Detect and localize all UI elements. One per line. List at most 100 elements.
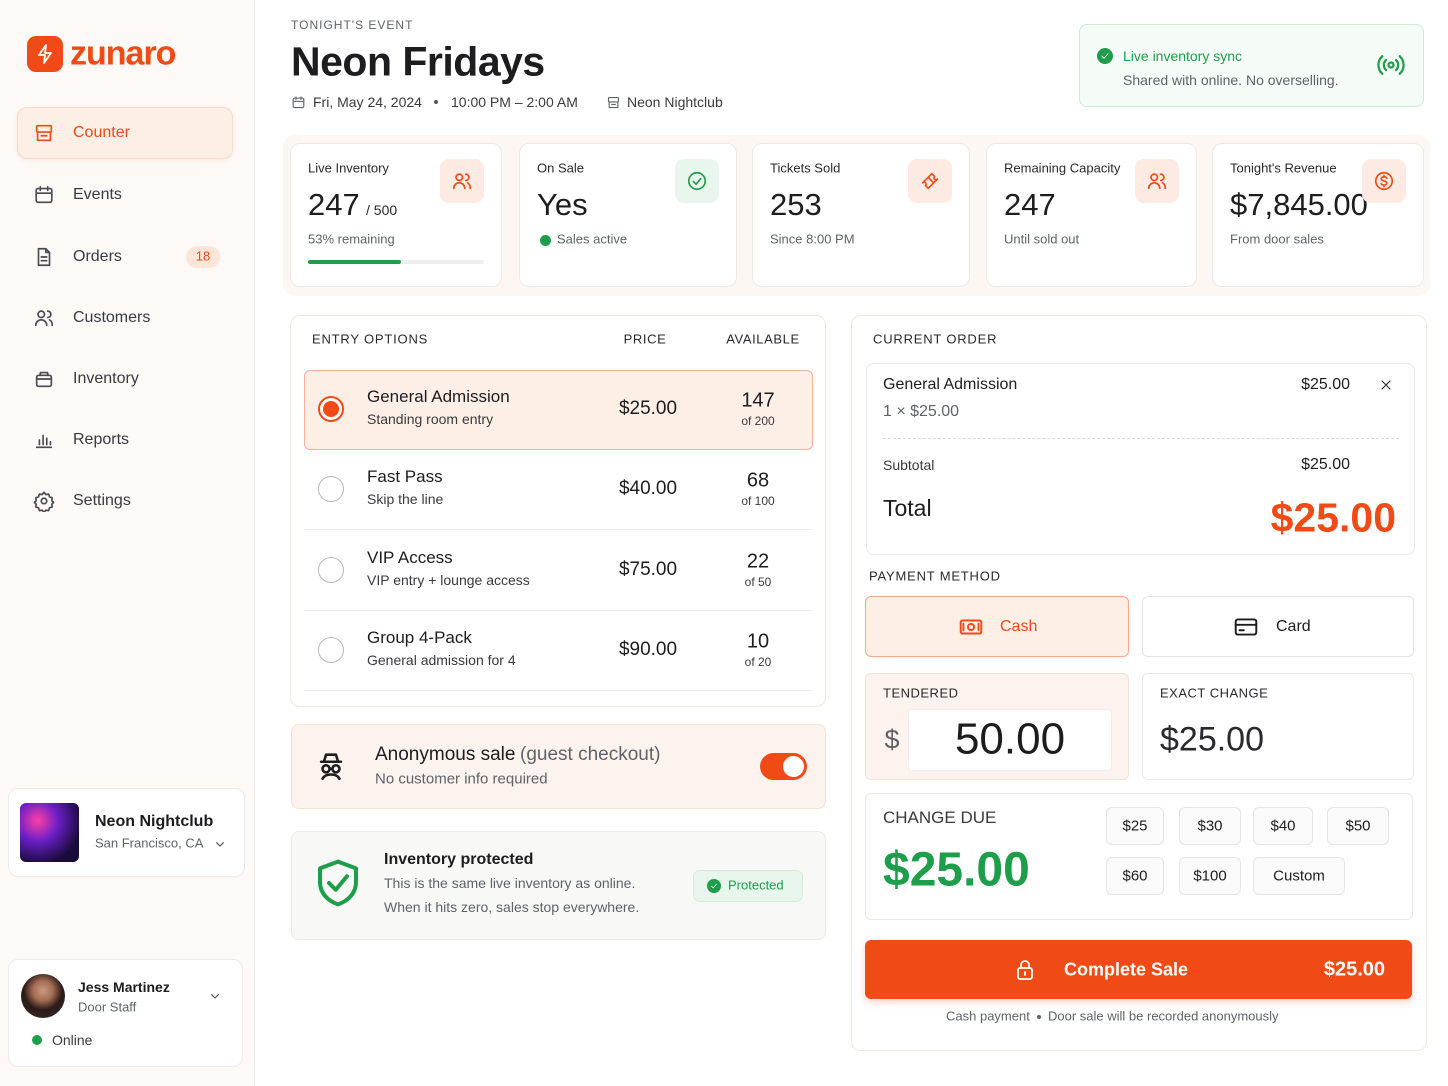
quick-amount[interactable] (1253, 807, 1313, 845)
payment-method[interactable] (865, 596, 1129, 657)
user-status: Online (52, 1031, 93, 1048)
stat-icon (452, 173, 472, 190)
payment-label: Cash (1000, 617, 1038, 635)
meta-dot (434, 100, 438, 104)
nav-icon (35, 434, 53, 449)
item-qty: 1 × $25.00 (883, 402, 960, 420)
quick-amount[interactable] (1253, 857, 1345, 895)
quick-amount-label: $30 (1197, 817, 1223, 835)
payment-method[interactable] (1142, 596, 1414, 657)
anonymous-box (291, 724, 826, 809)
entry-row[interactable] (304, 450, 813, 530)
quick-amount[interactable] (1106, 807, 1164, 845)
stat-value: 247 (1004, 187, 1056, 223)
nav-label: Inventory (73, 369, 139, 387)
stat-label: On Sale (537, 160, 584, 176)
entry-available: 22 (746, 550, 770, 573)
tendered-label: TENDERED (883, 685, 959, 701)
venue-card[interactable] (8, 788, 245, 877)
eyebrow: TONIGHT'S EVENT (291, 18, 414, 33)
protection-title: Inventory protected (384, 850, 534, 868)
sync-check-mark (1101, 53, 1109, 59)
anonymous-text: No customer info required (375, 770, 548, 788)
stat-note: From door sales (1230, 231, 1324, 247)
toggle-knob (783, 756, 804, 777)
entry-of: of 200 (741, 414, 775, 429)
nav-active-bg[interactable] (17, 107, 233, 159)
nav-icon (35, 371, 53, 388)
currency: $ (884, 724, 900, 755)
nav-badge-bg (186, 246, 220, 268)
available-header: AVAILABLE (726, 331, 800, 347)
quick-amount-label: $40 (1270, 817, 1296, 835)
quick-amount[interactable] (1179, 807, 1241, 845)
price-header: PRICE (623, 331, 667, 347)
radio-selected (318, 396, 344, 422)
stat-label: Tonight's Revenue (1230, 160, 1337, 176)
quick-amount-label: $25 (1122, 817, 1148, 835)
nav-icon (35, 124, 53, 142)
stat-icon-bg (908, 159, 952, 203)
stat-icon-bg (675, 159, 719, 203)
stat-note: Sales active (557, 231, 628, 247)
quick-amount-label: $50 (1345, 817, 1371, 835)
protected-dot (707, 879, 721, 893)
entry-price: $90.00 (618, 639, 678, 661)
change-value: $25.00 (883, 843, 1030, 897)
nav-badge: 18 (195, 248, 211, 264)
logo-glyph (38, 44, 52, 64)
stat-icon (921, 172, 939, 190)
stat-value: $7,845.00 (1230, 187, 1368, 223)
event-time: 10:00 PM – 2:00 AM (451, 93, 578, 110)
entry-available: 147 (741, 389, 775, 412)
venue-icon (607, 96, 619, 108)
exact-label: EXACT CHANGE (1160, 685, 1269, 701)
radio (318, 637, 344, 663)
stat-icon (1147, 173, 1167, 190)
stat-value: Yes (537, 187, 588, 223)
entry-row[interactable] (304, 370, 813, 450)
protected-label: Protected (728, 877, 784, 893)
entry-row[interactable] (304, 531, 813, 611)
entry-of: of 20 (744, 655, 772, 670)
entry-name: Fast Pass (367, 467, 443, 487)
entry-row[interactable] (304, 611, 813, 691)
venue-chevron (216, 842, 224, 847)
quick-amount[interactable] (1106, 857, 1164, 895)
nav-icon (35, 185, 53, 204)
total-value: $25.00 (1270, 494, 1396, 541)
quick-amount[interactable] (1179, 857, 1241, 895)
payment-label: Card (1276, 617, 1311, 635)
nav-label: Events (73, 185, 122, 203)
entry-available: 68 (746, 469, 770, 492)
nav-label: Reports (73, 430, 130, 448)
sidebar (0, 0, 255, 1086)
nav-label: Customers (73, 308, 151, 326)
order-box (866, 363, 1415, 555)
subtotal-value: $25.00 (1301, 455, 1350, 473)
radio-dot (323, 401, 339, 417)
tendered-input[interactable] (908, 709, 1112, 771)
user-role: Door Staff (78, 999, 137, 1015)
event-venue: Neon Nightclub (627, 93, 723, 110)
nav-label: Settings (73, 491, 131, 509)
stat-value: 253 (770, 187, 822, 223)
nav-label: Counter (73, 123, 130, 141)
stat-status-dot (540, 235, 551, 246)
venue-location: San Francisco, CA (95, 835, 204, 851)
entry-title: ENTRY OPTIONS (312, 331, 429, 347)
entry-desc: Standing room entry (367, 410, 494, 427)
remove-item (1381, 380, 1391, 390)
item-name: General Admission (883, 375, 1018, 393)
quick-amount[interactable] (1327, 807, 1389, 845)
entry-price: $75.00 (618, 559, 678, 581)
entry-desc: General admission for 4 (367, 651, 516, 668)
complete-button[interactable] (865, 940, 1412, 999)
entry-price: $25.00 (618, 398, 678, 420)
status-dot (32, 1035, 42, 1045)
stat-suffix: / 500 (366, 201, 398, 218)
protection-line: When it hits zero, sales stop everywhere… (384, 898, 640, 915)
entry-of: of 50 (744, 575, 772, 590)
exact-box (1142, 673, 1414, 780)
progress-fill (308, 260, 402, 264)
